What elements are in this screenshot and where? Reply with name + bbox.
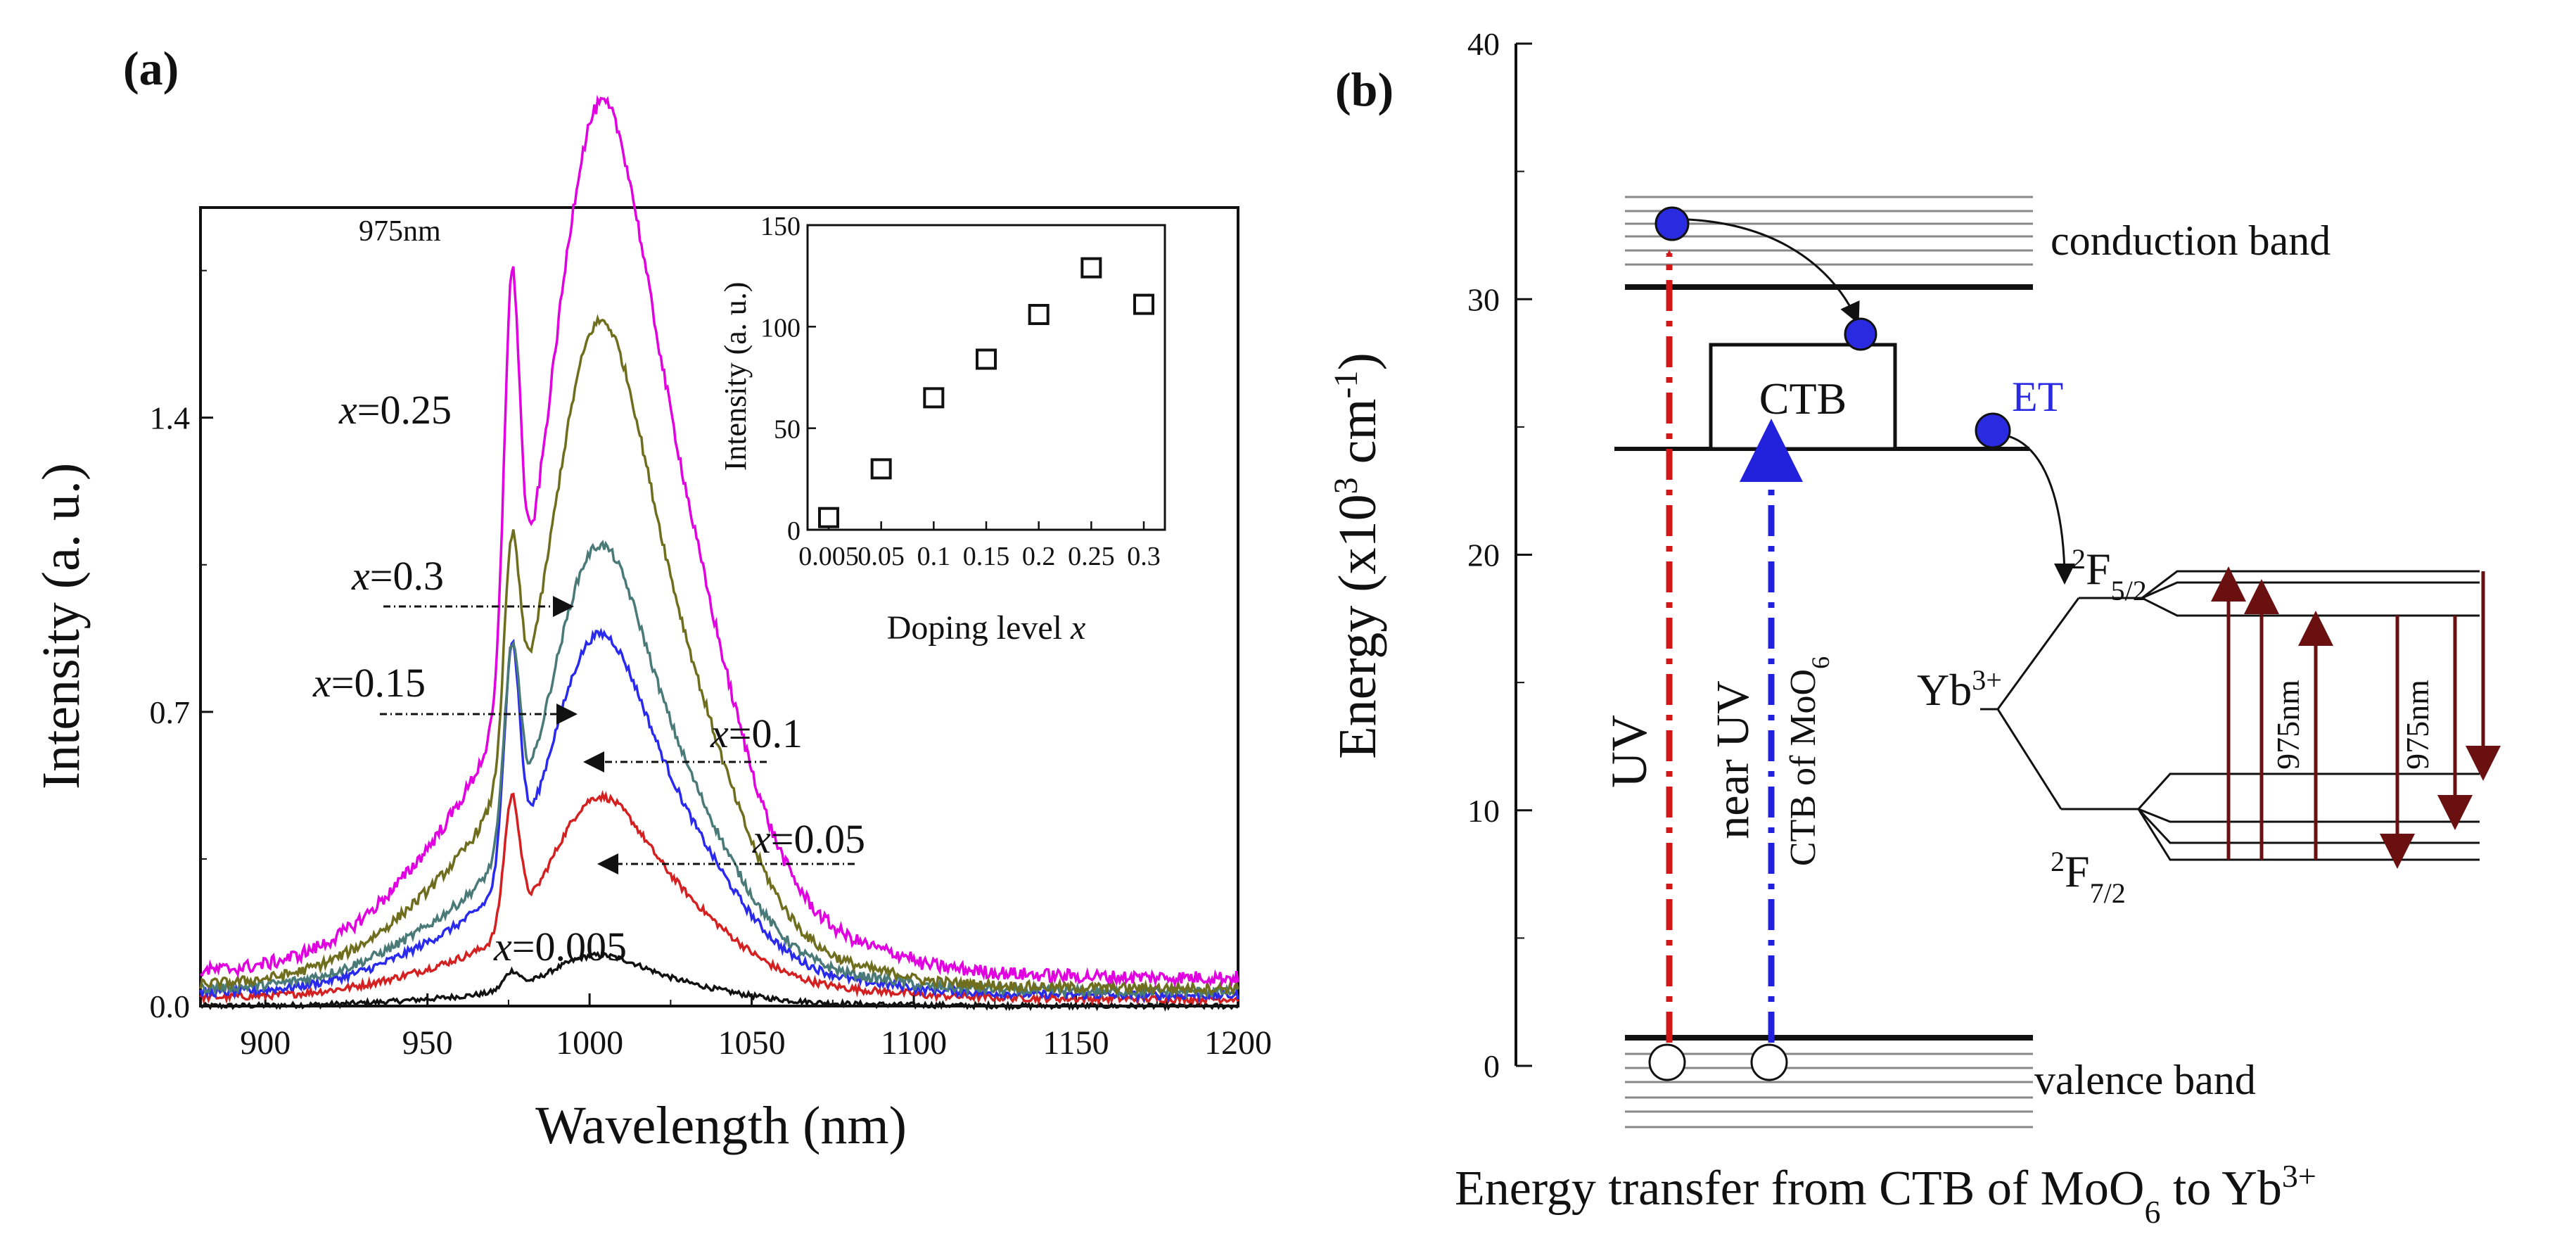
electron-ctb (1844, 317, 1877, 351)
x-axis-label: Wavelength (nm) (535, 1096, 907, 1155)
yb-transition-arrows (2211, 566, 2501, 869)
inset-x-tick-label: 0.15 (963, 542, 1010, 571)
inset-x-tick-label: 0.1 (917, 542, 951, 571)
yb-splitting-lines (1980, 597, 2142, 810)
inset-y-tick-label: 150 (760, 212, 801, 241)
f72-sublevels (2137, 772, 2480, 861)
spectrum-curve (199, 314, 1239, 997)
label-x03: x=0.3 (351, 553, 444, 599)
inset-x-tick-label: 0.05 (857, 542, 905, 571)
inset-data-point (1080, 257, 1102, 279)
spectrum-curve (199, 950, 1239, 1012)
x-tick-label: 950 (402, 1024, 453, 1062)
energy-tick-label: 30 (1467, 281, 1500, 317)
et-label: ET (2012, 374, 2063, 420)
spectrum-curve (199, 94, 1239, 988)
y-tick-label: 0.0 (150, 988, 191, 1024)
f52-sublevels (2141, 570, 2480, 617)
near-uv-label: near UV (1707, 680, 1759, 839)
inset-x-tick-label: 0.2 (1022, 542, 1056, 571)
x-tick-label: 1050 (718, 1024, 786, 1062)
x-tick-label: 1150 (1042, 1024, 1109, 1062)
x-tick-label: 1000 (556, 1024, 623, 1062)
inset-x-tick-label: 0.005 (798, 542, 859, 571)
label-x005: x=0.05 (752, 816, 865, 862)
panel-a: (a) 900 950 1000 1050 1100 1150 12000.00.71.4 … (32, 42, 1272, 1155)
inset-data-point (870, 458, 892, 480)
inset-y-tick-label: 100 (760, 313, 801, 343)
inset-data-point (1133, 293, 1154, 315)
plot-frame (199, 206, 1239, 1007)
x-tick-label: 1100 (881, 1024, 947, 1062)
inset-x-tick-label: 0.3 (1127, 542, 1161, 571)
inset-data-point (976, 348, 997, 370)
energy-tick-label: 40 (1467, 26, 1500, 62)
relaxation-arrow (1688, 218, 1860, 324)
inset-y-tick-label: 50 (774, 415, 801, 445)
valence-band-lines (1625, 1052, 2033, 1128)
energy-axis-label: Energy (x103 cm-1) (1327, 352, 1388, 759)
x-tick-label: 900 (240, 1024, 291, 1062)
energy-axis-ticks: 0 10 20 30 40 (1467, 26, 1532, 1084)
uv-label: UV (1601, 715, 1657, 788)
x-tick-label: 1200 (1204, 1024, 1272, 1062)
inset-x-label: Doping level x (887, 609, 1086, 647)
y-tick-label: 0.7 (150, 694, 191, 730)
energy-tick-label: 20 (1467, 538, 1500, 573)
yb-label: Yb3+ (1917, 664, 2002, 715)
inset-y-tick-label: 0 (787, 516, 801, 546)
label-x01: x=0.1 (710, 711, 803, 756)
f52-label: 2F5/2 (2072, 543, 2147, 606)
hole-uv (1648, 1043, 1686, 1081)
panel-b-caption: Energy transfer from CTB of MoO6 to Yb3+ (1455, 1158, 2316, 1230)
valence-band-label: valence band (2034, 1057, 2256, 1103)
electron-et (1975, 412, 2011, 449)
spectrum-curve (199, 789, 1239, 1007)
nm975-label-b: 975nm (2399, 680, 2435, 770)
inset-data-point (1028, 304, 1050, 326)
f72-label: 2F7/2 (2051, 846, 2126, 909)
inset-x-tick-label: 0.25 (1068, 542, 1115, 571)
panel-b-label: (b) (1335, 63, 1394, 116)
ctb-label: CTB (1759, 374, 1847, 424)
y-axis-label: Intensity (a. u.) (32, 463, 91, 789)
inset-frame (806, 224, 1166, 531)
peak-975nm-label: 975nm (359, 215, 441, 248)
label-x015: x=0.15 (312, 660, 426, 706)
energy-tick-label: 0 (1484, 1048, 1500, 1084)
nm975-label-a: 975nm (2270, 680, 2306, 770)
energy-tick-label: 10 (1467, 793, 1500, 829)
conduction-band-label: conduction band (2051, 217, 2330, 264)
inset-data-point (818, 507, 839, 528)
inset-data-point (923, 387, 945, 409)
spectrum-curve (199, 540, 1239, 1000)
panel-b: (b) 0 10 20 30 40 Energy (x103 cm-1) conduct… (1327, 26, 2501, 1230)
label-x025: x=0.25 (338, 387, 452, 433)
hole-near-uv (1750, 1043, 1788, 1081)
main-curves (199, 94, 1239, 1012)
inset-y-label: Intensity (a. u.) (718, 282, 753, 471)
y-tick-label: 1.4 (150, 400, 191, 436)
energy-transfer-arrow (2008, 435, 2075, 585)
panel-a-label: (a) (123, 42, 179, 95)
conduction-band-lines (1625, 196, 2033, 266)
label-x0005: x=0.005 (493, 924, 627, 969)
ctb-of-moo6-label: CTB of MoO6 (1783, 656, 1835, 866)
electron-conduction (1654, 206, 1690, 241)
